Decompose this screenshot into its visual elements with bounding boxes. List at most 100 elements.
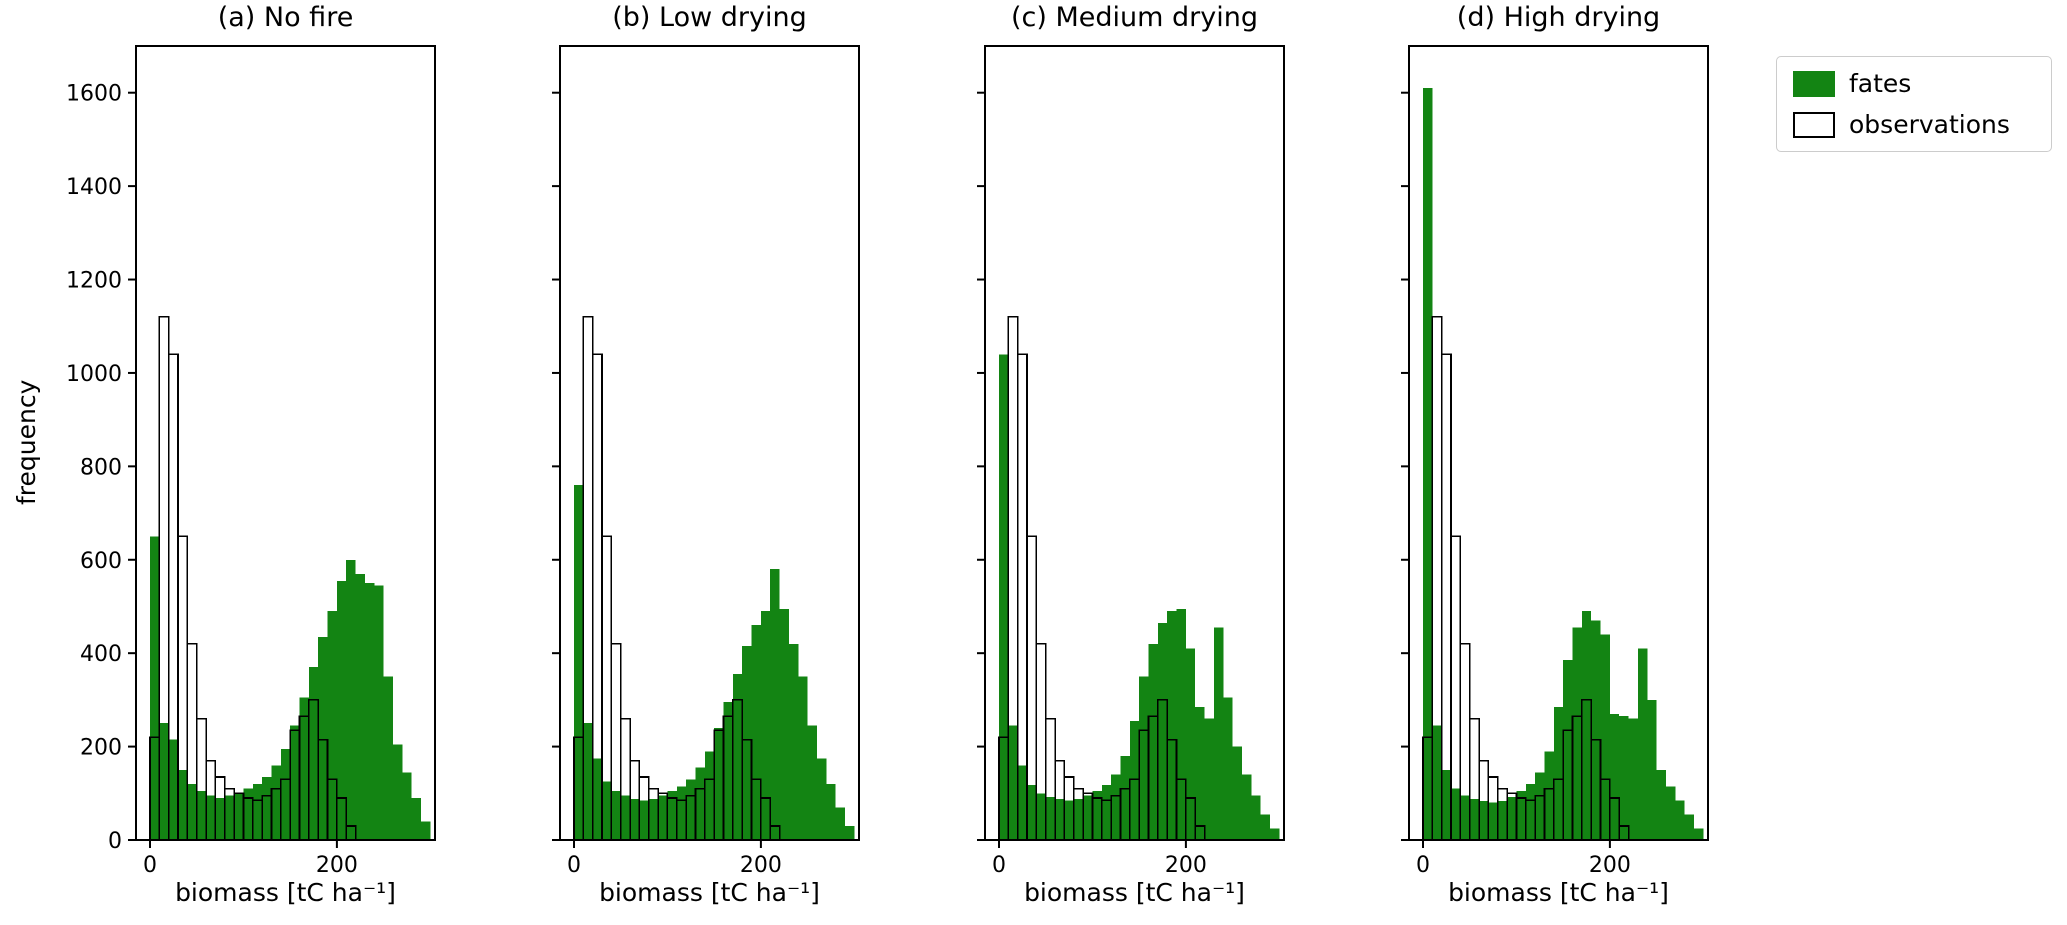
hist-bar-fates <box>639 800 649 840</box>
hist-bar-fates <box>1423 88 1433 841</box>
y-tick-label: 1600 <box>66 82 122 107</box>
hist-bar-fates <box>1017 765 1028 840</box>
hist-bar-fates <box>816 758 827 840</box>
hist-bar-fates <box>1260 814 1270 840</box>
hist-bar-fates <box>196 790 207 840</box>
hist-bar-fates <box>1157 622 1168 840</box>
hist-bar-fates <box>1469 798 1480 840</box>
hist-bar-fates <box>1628 718 1638 840</box>
subplot-b: (b) Low drying 0 200 biomass [tC ha⁻¹] <box>490 0 879 925</box>
legend-label-observations: observations <box>1849 110 2010 139</box>
hist-bar-fates <box>1525 783 1536 840</box>
hist-bar-fates <box>1129 720 1140 840</box>
hist-bar-fates <box>1223 697 1233 840</box>
subplot-b-title: (b) Low drying <box>612 2 807 33</box>
x-tick-label: 0 <box>992 853 1006 878</box>
y-tick-label: 1200 <box>66 269 122 294</box>
hist-bar-fates <box>1656 769 1666 840</box>
hist-bar-fates <box>1083 795 1093 840</box>
subplot-a-title: (a) No fire <box>217 2 354 33</box>
hist-bar-fates <box>178 769 188 840</box>
hist-bar-fates <box>187 783 197 840</box>
hist-bar-fates <box>574 485 584 840</box>
hist-bar-fates <box>1684 814 1694 840</box>
hist-bar-fates <box>308 667 319 840</box>
hist-bar-fates <box>611 790 621 840</box>
hist-bar-fates <box>658 795 668 840</box>
legend: fates observations <box>1776 56 2052 152</box>
legend-item-fates: fates <box>1793 69 2035 98</box>
axes-frame <box>984 45 1285 841</box>
hist-bar-fates <box>844 825 855 840</box>
hist-bar-fates <box>215 797 225 840</box>
hist-bar-fates <box>583 723 593 840</box>
y-tick-label: 0 <box>108 829 122 854</box>
subplot-d-title: (d) High drying <box>1456 2 1661 33</box>
hist-bar-fates <box>411 797 421 840</box>
y-tick-label: 600 <box>80 549 122 574</box>
subplot-b-x-axis-label: biomass [tC ha⁻¹] <box>599 878 820 907</box>
hist-bar-fates <box>695 767 705 840</box>
hist-bar-fates <box>1441 769 1452 840</box>
hist-bar-fates <box>1488 802 1498 840</box>
hist-bar-fates <box>224 795 235 840</box>
fates-swatch <box>1793 70 1835 97</box>
hist-bar-fates <box>798 676 808 840</box>
hist-bar-fates <box>723 702 733 840</box>
hist-bar-fates <box>1637 648 1648 840</box>
axes-frame <box>559 45 860 841</box>
x-tick-label: 0 <box>1416 853 1430 878</box>
y-axis-label: frequency <box>12 379 41 505</box>
hist-bar-fates <box>1213 627 1224 840</box>
axes-frame <box>135 45 436 841</box>
hist-bar-fates <box>290 725 300 840</box>
hist-bar-fates <box>420 821 431 840</box>
hist-bar-fates <box>206 795 216 840</box>
hist-bar-observations <box>1440 353 1452 841</box>
hist-bar-fates <box>592 758 603 840</box>
hist-bar-fates <box>732 674 743 840</box>
hist-bar-fates <box>835 807 845 840</box>
hist-bar-fates <box>1064 800 1074 840</box>
hist-bar-fates <box>1572 627 1582 840</box>
hist-bar-fates <box>168 739 179 840</box>
hist-bar-fates <box>1609 713 1620 840</box>
hist-bar-fates <box>1251 795 1261 840</box>
hist-bar-fates <box>826 783 836 840</box>
hist-bar-fates <box>714 727 724 840</box>
y-tick-label: 200 <box>80 736 122 761</box>
hist-bar-fates <box>150 536 160 840</box>
subplot-d-plot-area: 0 200 <box>1401 45 1709 878</box>
hist-bar-fates <box>327 611 337 840</box>
subplot-c-x-axis-label: biomass [tC ha⁻¹] <box>1024 878 1245 907</box>
hist-bar-fates <box>1591 620 1601 840</box>
hist-bar-fates <box>1185 648 1196 840</box>
hist-bar-fates <box>1101 784 1112 840</box>
hist-bar-fates <box>392 744 403 840</box>
hist-bar-fates <box>159 723 169 840</box>
hist-bar-fates <box>1553 706 1564 840</box>
hist-bar-fates <box>1269 828 1280 840</box>
hist-bar-fates <box>299 697 309 840</box>
y-tick-label: 1000 <box>66 362 122 387</box>
subplot-a-plot-area: 0 200 400 600 800 1000 1200 1400 1600 0 200 <box>66 45 436 878</box>
hist-bar-fates <box>234 793 244 840</box>
hist-bar-fates <box>1563 660 1573 840</box>
hist-bar-fates <box>1497 800 1508 840</box>
subplot-a: (a) No fire 0 200 400 600 800 1000 1200 1400 160… <box>66 0 455 925</box>
y-tick-label: 800 <box>80 455 122 480</box>
hist-bar-fates <box>999 354 1009 840</box>
axes-frame <box>1408 45 1709 841</box>
subplot-d: (d) High drying 0 200 biomass [tC ha⁻¹] <box>1339 0 1728 925</box>
hist-bar-fates <box>1600 634 1610 840</box>
x-tick-label: 0 <box>567 853 581 878</box>
hist-bar-fates <box>1619 716 1629 840</box>
hist-bar-fates <box>262 776 272 840</box>
hist-bar-fates <box>751 625 761 840</box>
subplot-b-plot-area: 0 200 <box>552 45 860 878</box>
hist-bar-fates <box>364 583 375 840</box>
hist-bar-fates <box>1544 751 1554 840</box>
hist-bar-fates <box>1232 746 1242 840</box>
hist-bar-fates <box>807 725 817 840</box>
hist-bar-fates <box>1507 797 1517 840</box>
